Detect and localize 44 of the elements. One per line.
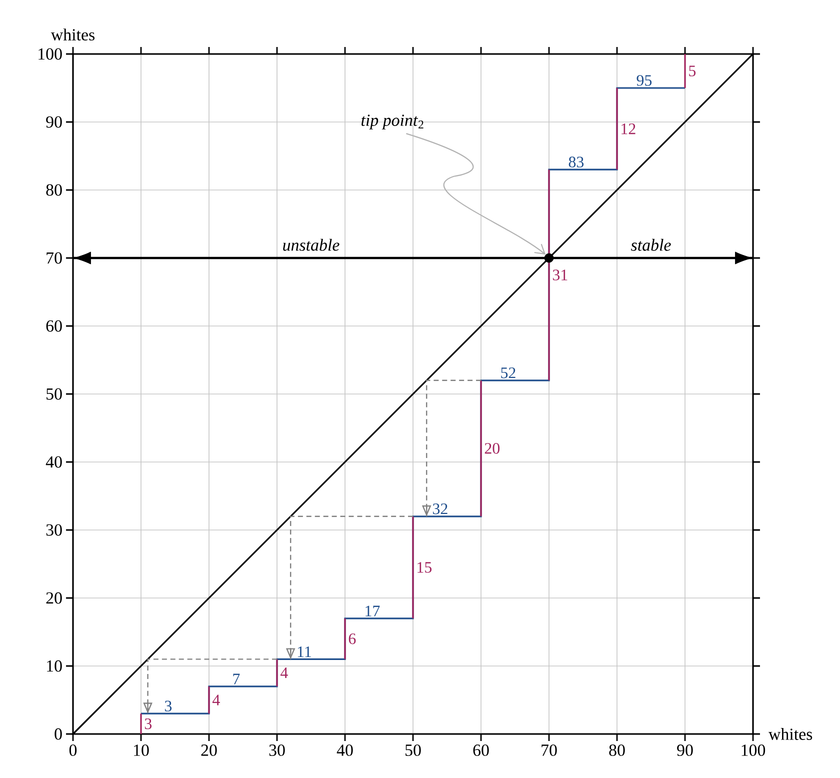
y-tick-label: 80: [46, 184, 62, 196]
x-tick-label: 40: [336, 744, 353, 756]
x-tick-label: 70: [542, 744, 557, 756]
x-tick-label: 50: [406, 744, 421, 756]
data-label: 3: [164, 700, 172, 712]
data-label: 95: [636, 75, 652, 86]
y-tick-label: 40: [46, 456, 62, 468]
data-label: 83: [568, 156, 584, 168]
y-tick-label: 100: [38, 48, 62, 60]
x-tick-label: 80: [609, 744, 625, 756]
x-tick-label: 20: [201, 744, 217, 756]
x-tick-label: 30: [269, 744, 285, 756]
data-label: 17: [366, 606, 380, 616]
data-label: 11: [298, 646, 311, 658]
y-tick-label: 10: [47, 660, 62, 672]
y-axis-title: whites: [50, 28, 95, 41]
y-tick-label: 60: [46, 320, 62, 332]
x-tick-label: 10: [134, 744, 149, 756]
data-label: 52: [501, 368, 516, 378]
y-tick-label: 90: [46, 116, 62, 128]
x-axis-title: whites: [768, 728, 812, 740]
annotation: 20: [484, 443, 500, 454]
annotation: 12: [622, 124, 636, 134]
annotation: unstable: [283, 238, 340, 251]
y-tick-label: 30: [46, 524, 62, 536]
x-tick-label: 0: [69, 744, 77, 756]
x-tick-label: 60: [473, 744, 489, 756]
data-label: 32: [433, 504, 448, 514]
annotation: 31: [552, 270, 568, 280]
annotation: tip point$_{2}$: [362, 114, 424, 130]
annotation: 15: [418, 562, 432, 573]
annotation: 4: [280, 668, 288, 678]
annotation: 6: [348, 633, 356, 644]
y-tick-label: 0: [54, 728, 62, 740]
annotation: 3: [144, 718, 152, 730]
annotation: 4: [212, 694, 220, 706]
x-tick-label: 100: [742, 744, 766, 756]
annotation: stable: [630, 238, 671, 251]
y-tick-label: 20: [46, 592, 62, 604]
y-tick-label: 50: [46, 388, 62, 400]
y-tick-label: 70: [46, 252, 62, 264]
x-tick-label: 90: [677, 744, 693, 756]
data-label: 7: [233, 674, 240, 684]
annotation: 5: [689, 66, 696, 76]
